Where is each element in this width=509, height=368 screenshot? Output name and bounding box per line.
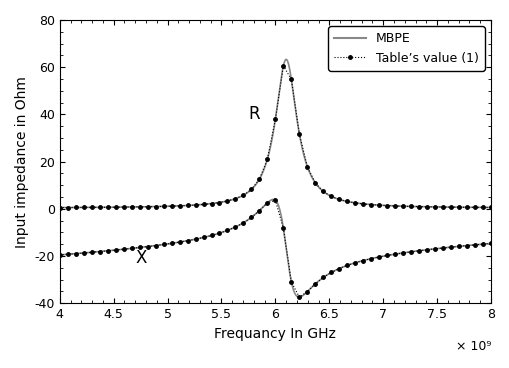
Text: X: X xyxy=(135,249,147,267)
X-axis label: Frequancy In GHz: Frequancy In GHz xyxy=(214,326,335,340)
Text: R: R xyxy=(248,105,260,123)
Y-axis label: Input impedance in Ohm: Input impedance in Ohm xyxy=(15,76,29,248)
Legend: MBPE, Table’s value (1): MBPE, Table’s value (1) xyxy=(327,26,484,71)
Text: × 10⁹: × 10⁹ xyxy=(455,340,490,353)
